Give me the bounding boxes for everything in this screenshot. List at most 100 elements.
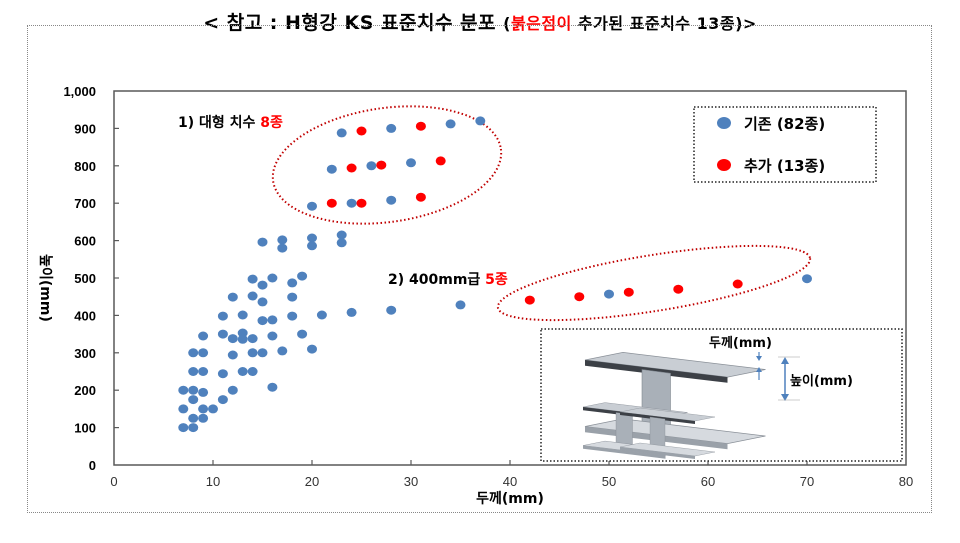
highlight-ellipses	[271, 105, 812, 322]
existing-point	[188, 348, 199, 358]
existing-point	[198, 331, 209, 341]
existing-point	[406, 158, 416, 168]
existing-point	[307, 241, 317, 251]
h-beam-illustration	[619, 407, 716, 459]
existing-point	[287, 311, 298, 321]
x-tick-label: 0	[110, 474, 117, 489]
chart-labels: 1) 대형 치수 8종 2) 400mm급 5종	[178, 114, 508, 288]
existing-point	[188, 367, 199, 376]
y-tick-label: 200	[74, 383, 96, 398]
existing-point	[277, 235, 288, 245]
legend-added-label: 추가 (13종)	[744, 157, 825, 175]
existing-point	[247, 367, 258, 376]
slide-frame	[27, 25, 932, 513]
legend-existing-dot	[717, 117, 731, 129]
existing-point	[198, 348, 209, 358]
inset-height-label: 높이(mm)	[790, 373, 853, 389]
existing-point	[475, 116, 486, 126]
x-axis-label: 두께(mm)	[476, 491, 544, 507]
added-point	[415, 121, 426, 131]
existing-point	[237, 328, 248, 338]
existing-point	[386, 305, 397, 315]
x-tick-label: 70	[800, 474, 814, 489]
existing-point	[287, 292, 298, 302]
existing-point	[237, 334, 248, 344]
y-tick-label: 800	[74, 159, 96, 174]
page-title: < 참고 : H형강 KS 표준치수 분포 (붉은점이 추가된 표준치수 13종…	[0, 8, 960, 35]
legend: 기존 (82종) 추가 (13종)	[693, 106, 877, 183]
y-tick-label: 0	[89, 458, 96, 473]
annotation-large-size: 1) 대형 치수 8종	[178, 114, 283, 131]
added-point	[732, 279, 743, 289]
existing-point	[178, 404, 189, 414]
added-point	[346, 163, 357, 173]
existing-point	[188, 385, 199, 395]
added-point	[435, 156, 446, 166]
existing-point	[188, 413, 199, 423]
h-beam-inset: 두께(mm) 높이(mm)	[540, 328, 903, 462]
y-axis-label: 높이(mm)	[36, 254, 53, 322]
annotation-400mm-class: 2) 400mm급 5종	[388, 272, 508, 288]
y-tick-label: 400	[74, 308, 96, 323]
inset-thickness-label: 두께(mm)	[709, 336, 772, 351]
x-tick-label: 10	[206, 474, 220, 489]
existing-point	[307, 201, 317, 211]
added-point	[415, 192, 426, 202]
existing-point	[257, 280, 268, 290]
existing-point	[217, 369, 228, 379]
existing-point	[227, 292, 238, 302]
added-point	[356, 126, 367, 136]
existing-point	[227, 334, 238, 344]
existing-point	[267, 273, 278, 283]
existing-point	[346, 198, 357, 208]
existing-point	[198, 387, 209, 397]
x-tick-label: 40	[503, 474, 517, 489]
existing-point	[297, 329, 308, 339]
existing-point	[257, 316, 268, 326]
existing-point	[336, 238, 347, 248]
existing-point	[267, 382, 278, 392]
x-tick-label: 20	[305, 474, 319, 489]
existing-point	[455, 300, 466, 310]
existing-point	[297, 271, 308, 281]
title-prefix: < 참고 : H형강 KS 표준치수 분포	[203, 12, 504, 34]
existing-point	[386, 123, 397, 133]
added-point	[524, 295, 535, 305]
existing-point	[257, 297, 268, 307]
existing-point	[178, 385, 189, 395]
existing-point	[326, 164, 337, 174]
title-highlight: 붉은점이	[510, 14, 572, 33]
existing-point	[445, 119, 456, 129]
legend-added-dot	[717, 159, 731, 171]
added-point	[376, 160, 387, 170]
class400-ellipse	[496, 244, 812, 322]
existing-point	[237, 367, 248, 376]
existing-point	[247, 291, 258, 301]
existing-point	[198, 413, 209, 423]
existing-point	[257, 237, 268, 247]
existing-point	[227, 385, 238, 395]
existing-point	[366, 161, 377, 171]
y-tick-label: 600	[74, 234, 96, 249]
existing-point	[188, 395, 199, 405]
existing-point	[217, 311, 228, 321]
legend-existing-label: 기존 (82종)	[744, 115, 825, 133]
existing-point	[247, 274, 258, 284]
y-tick-label: 300	[74, 346, 96, 361]
existing-point	[217, 395, 228, 405]
existing-point	[267, 315, 278, 325]
x-tick-label: 30	[404, 474, 418, 489]
existing-point	[188, 423, 199, 433]
y-tick-label: 500	[74, 271, 96, 286]
added-point	[574, 292, 585, 302]
added-point	[623, 287, 634, 297]
existing-point	[307, 233, 317, 243]
existing-point	[208, 404, 218, 414]
existing-point	[287, 278, 298, 288]
data-points	[178, 116, 812, 433]
existing-point	[802, 274, 812, 284]
existing-point	[198, 367, 209, 376]
title-suffix: 추가된 표준치수 13종)>	[571, 14, 757, 33]
x-tick-label: 80	[899, 474, 913, 489]
